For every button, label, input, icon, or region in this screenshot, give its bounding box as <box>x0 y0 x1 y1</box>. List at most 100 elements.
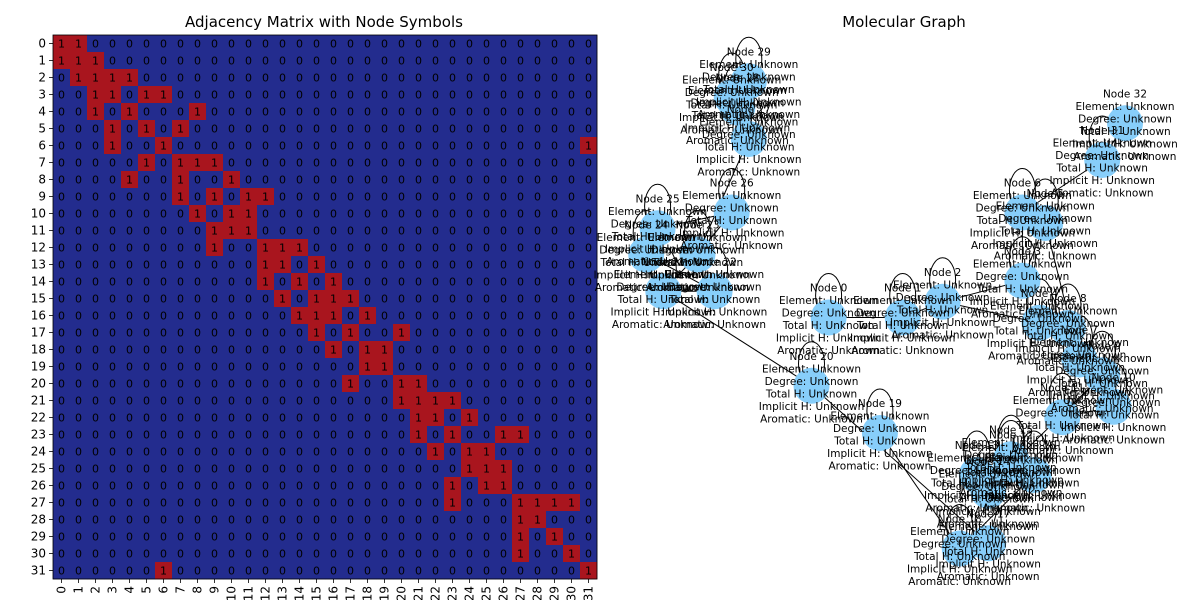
matrix-cell-value-11-6: 0 <box>160 225 167 238</box>
matrix-cell-value-18-22: 0 <box>432 344 439 357</box>
matrix-cell-value-18-9: 0 <box>211 344 218 357</box>
matrix-cell-value-7-25: 0 <box>483 157 490 170</box>
matrix-cell-value-4-1: 0 <box>75 106 82 119</box>
matrix-cell-3-31 <box>580 86 598 104</box>
col-tick-label-4: 4 <box>123 586 137 594</box>
matrix-cell-value-2-7: 0 <box>177 72 184 85</box>
matrix-cell-value-14-26: 0 <box>500 276 507 289</box>
matrix-cell-1-4 <box>121 52 139 70</box>
matrix-cell-2-30 <box>563 69 581 87</box>
graph-node-label-26: Node 26 Element: Unknown Degree: Unknown To… <box>679 178 784 253</box>
matrix-cell-2-2 <box>87 69 105 87</box>
matrix-cell-value-16-3: 0 <box>109 310 116 323</box>
matrix-cell-13-6 <box>155 256 173 274</box>
matrix-cell-7-9 <box>206 154 224 172</box>
matrix-cell-value-11-25: 0 <box>483 225 490 238</box>
matrix-cell-value-12-17: 0 <box>347 242 354 255</box>
matrix-cell-value-14-27: 0 <box>517 276 524 289</box>
matrix-cell-value-31-0: 0 <box>58 565 65 578</box>
matrix-cell-value-30-29: 0 <box>551 548 558 561</box>
matrix-cell-value-17-27: 0 <box>517 327 524 340</box>
matrix-cell-11-26 <box>495 222 513 240</box>
matrix-cell-value-15-16: 1 <box>330 293 337 306</box>
matrix-cell-value-15-1: 0 <box>75 293 82 306</box>
matrix-cell-value-10-24: 0 <box>466 208 473 221</box>
matrix-cell-15-12 <box>257 290 275 308</box>
col-tick-label-22: 22 <box>429 586 443 600</box>
matrix-cell-5-10 <box>223 120 241 138</box>
col-tick-label-16: 16 <box>327 586 341 600</box>
matrix-cell-7-0 <box>53 154 71 172</box>
matrix-cell-value-23-4: 0 <box>126 429 133 442</box>
matrix-cell-value-15-11: 0 <box>245 293 252 306</box>
matrix-cell-value-26-8: 0 <box>194 480 201 493</box>
matrix-cell-value-2-26: 0 <box>500 72 507 85</box>
matrix-cell-16-23 <box>444 307 462 325</box>
matrix-cell-6-17 <box>342 137 360 155</box>
col-tick-label-31: 31 <box>582 586 596 600</box>
matrix-cell-value-6-20: 0 <box>398 140 405 153</box>
matrix-cell-value-26-29: 0 <box>551 480 558 493</box>
matrix-cell-value-28-3: 0 <box>109 514 116 527</box>
matrix-cell-value-29-26: 0 <box>500 531 507 544</box>
matrix-cell-2-15 <box>308 69 326 87</box>
matrix-cell-value-17-31: 0 <box>585 327 592 340</box>
matrix-cell-14-28 <box>529 273 547 291</box>
matrix-cell-value-1-27: 0 <box>517 55 524 68</box>
matrix-cell-value-30-23: 0 <box>449 548 456 561</box>
matrix-cell-17-9 <box>206 324 224 342</box>
matrix-cell-value-25-8: 0 <box>194 463 201 476</box>
matrix-cell-value-1-24: 0 <box>466 55 473 68</box>
matrix-cell-value-9-14: 0 <box>296 191 303 204</box>
matrix-cell-value-23-22: 0 <box>432 429 439 442</box>
matrix-cell-value-22-28: 0 <box>534 412 541 425</box>
matrix-cell-1-14 <box>291 52 309 70</box>
col-tick-label-6: 6 <box>157 586 171 594</box>
matrix-cell-value-21-22: 1 <box>432 395 439 408</box>
matrix-cell-value-12-10: 0 <box>228 242 235 255</box>
col-tick-label-7: 7 <box>174 586 188 594</box>
matrix-cell-4-20 <box>393 103 411 121</box>
matrix-cell-value-17-9: 0 <box>211 327 218 340</box>
matrix-cell-value-1-15: 0 <box>313 55 320 68</box>
matrix-cell-3-2 <box>87 86 105 104</box>
matrix-cell-value-4-5: 0 <box>143 106 150 119</box>
matrix-cell-value-11-22: 0 <box>432 225 439 238</box>
matrix-cell-value-25-16: 0 <box>330 463 337 476</box>
matrix-cell-3-8 <box>189 86 207 104</box>
matrix-cell-value-3-30: 0 <box>568 89 575 102</box>
matrix-cell-value-15-22: 0 <box>432 293 439 306</box>
matrix-cell-value-11-10: 1 <box>228 225 235 238</box>
matrix-cell-8-10 <box>223 171 241 189</box>
matrix-cell-value-27-4: 0 <box>126 497 133 510</box>
matrix-cell-value-31-12: 0 <box>262 565 269 578</box>
matrix-cell-value-29-25: 0 <box>483 531 490 544</box>
matrix-cell-value-3-15: 0 <box>313 89 320 102</box>
matrix-cell-8-7 <box>172 171 190 189</box>
matrix-cell-14-8 <box>189 273 207 291</box>
matrix-cell-value-27-7: 0 <box>177 497 184 510</box>
matrix-cell-4-9 <box>206 103 224 121</box>
matrix-cell-13-28 <box>529 256 547 274</box>
matrix-cell-9-17 <box>342 188 360 206</box>
matrix-cell-value-12-31: 0 <box>585 242 592 255</box>
matrix-cell-value-6-9: 0 <box>211 140 218 153</box>
matrix-cell-value-18-18: 1 <box>364 344 371 357</box>
matrix-cell-12-6 <box>155 239 173 257</box>
matrix-cell-value-5-0: 0 <box>58 123 65 136</box>
matrix-cell-12-4 <box>121 239 139 257</box>
matrix-cell-value-24-16: 0 <box>330 446 337 459</box>
matrix-cell-value-29-12: 0 <box>262 531 269 544</box>
matrix-cell-value-9-4: 0 <box>126 191 133 204</box>
matrix-cell-value-13-23: 0 <box>449 259 456 272</box>
col-tick-label-11: 11 <box>242 586 256 600</box>
matrix-cell-value-15-21: 0 <box>415 293 422 306</box>
matrix-cell-15-5 <box>138 290 156 308</box>
matrix-cell-value-5-13: 0 <box>279 123 286 136</box>
matrix-cell-value-25-15: 0 <box>313 463 320 476</box>
matrix-cell-value-28-11: 0 <box>245 514 252 527</box>
matrix-cell-value-31-16: 0 <box>330 565 337 578</box>
matrix-cell-value-22-1: 0 <box>75 412 82 425</box>
matrix-cell-value-19-18: 1 <box>364 361 371 374</box>
row-tick-label-18: 18 <box>31 343 46 357</box>
